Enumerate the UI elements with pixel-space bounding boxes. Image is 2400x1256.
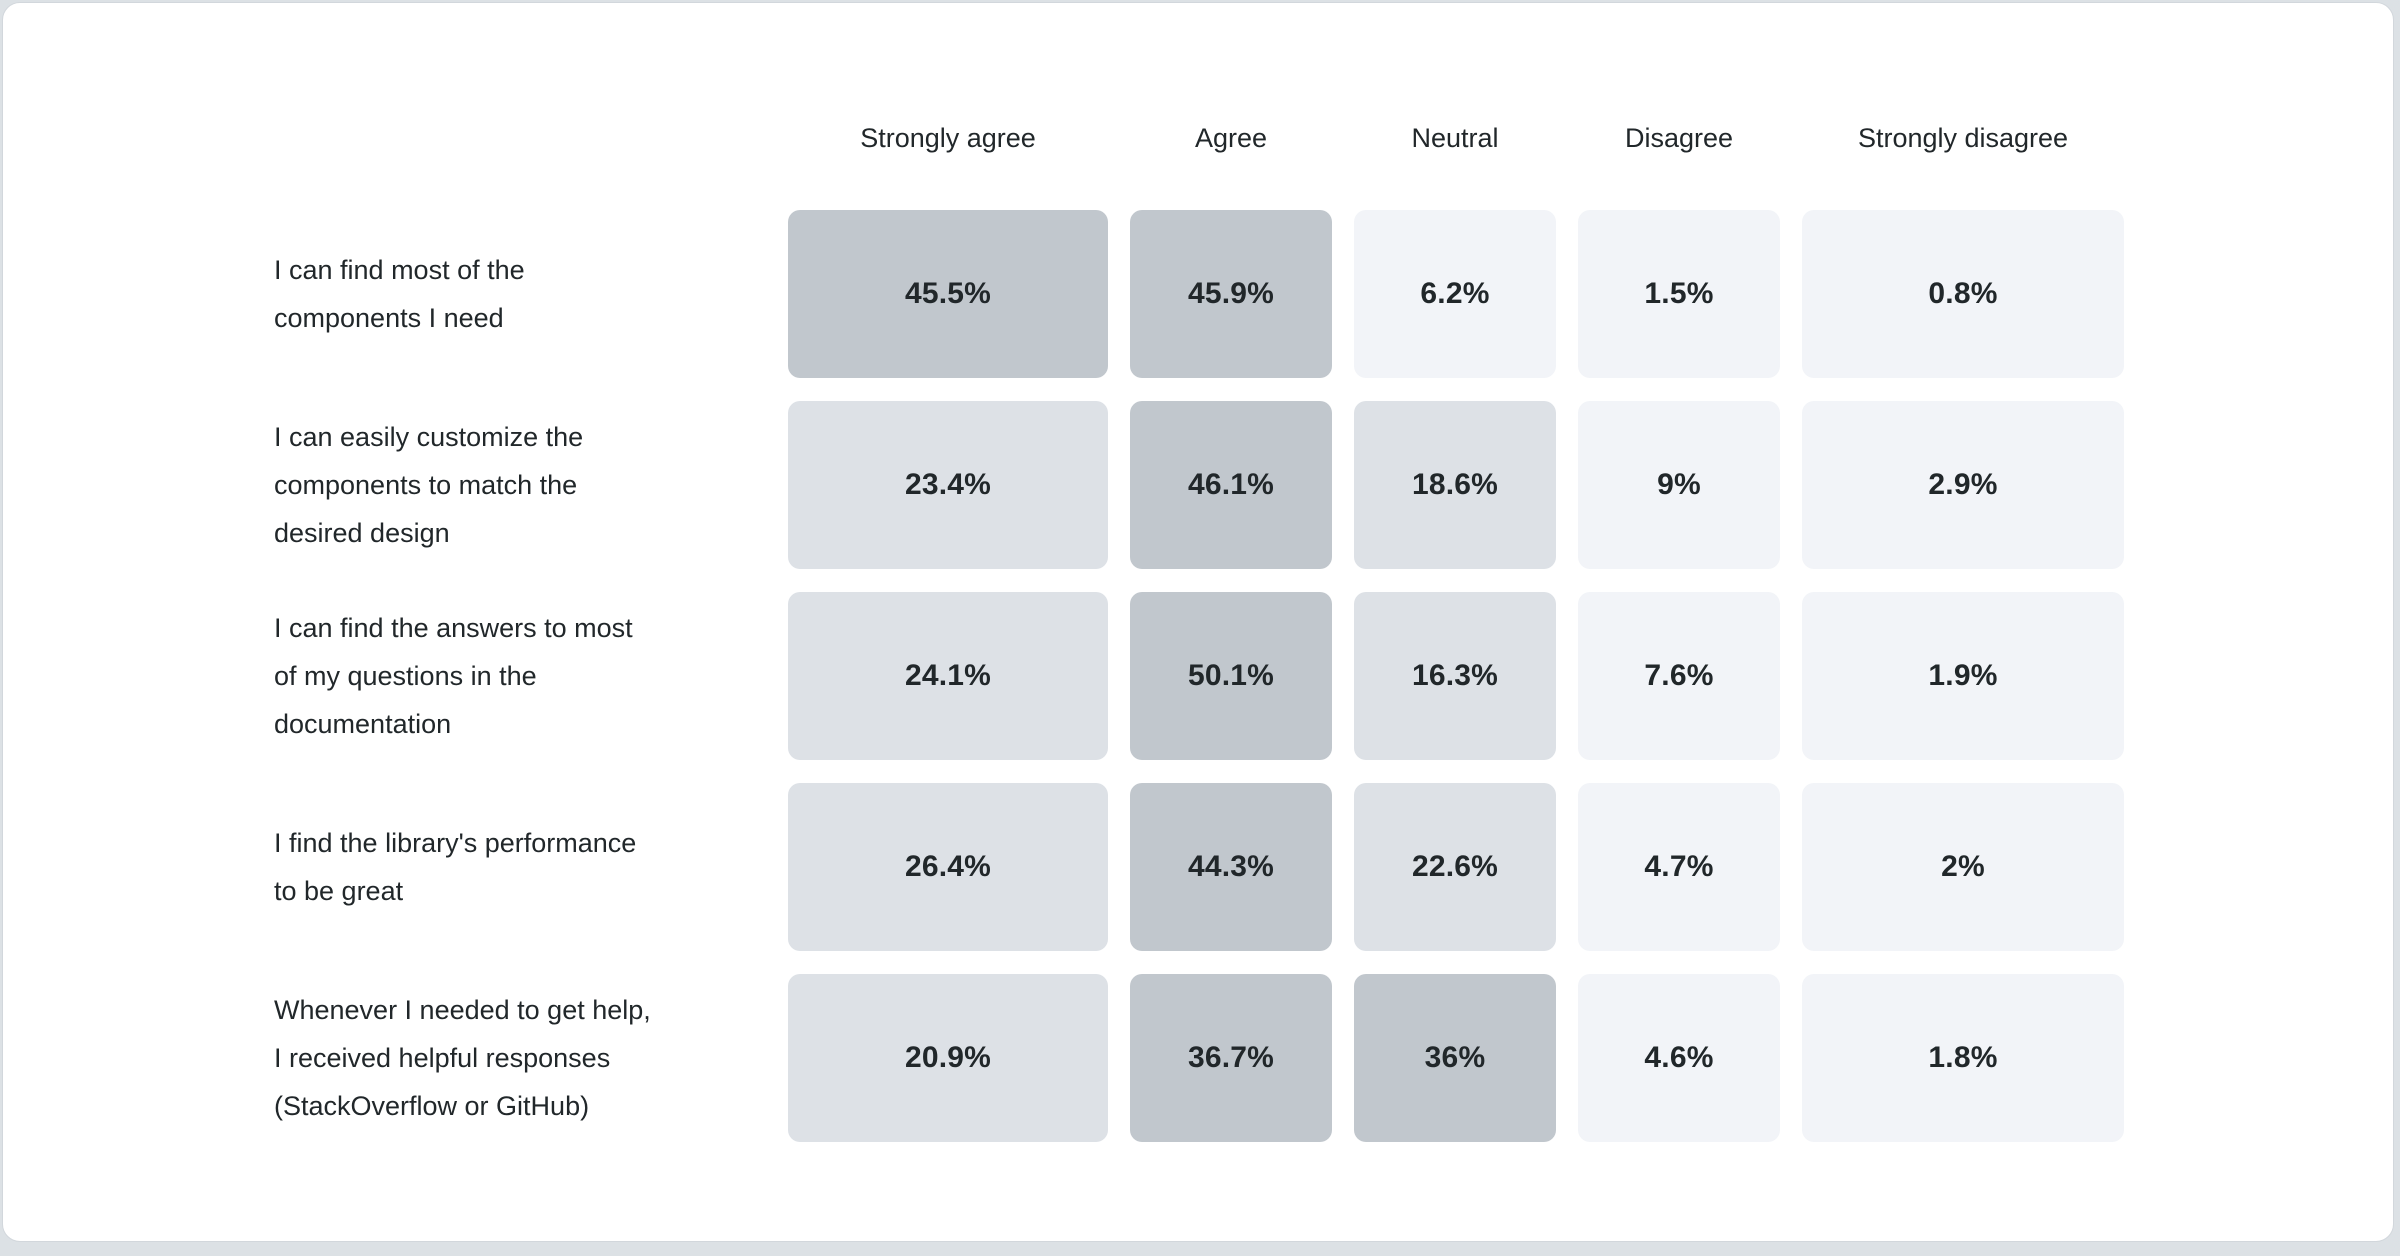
heatmap-cell: 4.7% xyxy=(1578,783,1780,951)
row-label: I can easily customize the components to … xyxy=(274,401,766,569)
row-label: Whenever I needed to get help, I received… xyxy=(274,974,766,1142)
heatmap-cell: 4.6% xyxy=(1578,974,1780,1142)
row-label-line: of my questions in the xyxy=(274,661,537,691)
corner-spacer xyxy=(274,89,766,187)
heatmap-cell: 9% xyxy=(1578,401,1780,569)
row-label-line: components I need xyxy=(274,303,504,333)
heatmap-cell: 22.6% xyxy=(1354,783,1556,951)
column-header-disagree: Disagree xyxy=(1624,122,1734,153)
heatmap-cell: 16.3% xyxy=(1354,592,1556,760)
row-label: I can find most of the components I need xyxy=(274,210,766,378)
heatmap-cell: 2% xyxy=(1802,783,2124,951)
heatmap-cell: 45.5% xyxy=(788,210,1108,378)
row-label-line: I can find most of the xyxy=(274,255,525,285)
heatmap-cell: 0.8% xyxy=(1802,210,2124,378)
heatmap-cell: 26.4% xyxy=(788,783,1108,951)
heatmap-cell: 7.6% xyxy=(1578,592,1780,760)
heatmap-cell: 45.9% xyxy=(1130,210,1332,378)
heatmap-cell: 24.1% xyxy=(788,592,1108,760)
heatmap-cell: 36% xyxy=(1354,974,1556,1142)
row-label-line: I can easily customize the xyxy=(274,422,584,452)
column-header-strongly-agree: Strongly agree xyxy=(860,122,1036,153)
row-label: I can find the answers to most of my ques… xyxy=(274,592,766,760)
heatmap-cell: 6.2% xyxy=(1354,210,1556,378)
heatmap-cell: 44.3% xyxy=(1130,783,1332,951)
row-label-line: documentation xyxy=(274,709,452,739)
row-label-line: Whenever I needed to get help, xyxy=(274,995,651,1025)
heatmap-cell: 1.9% xyxy=(1802,592,2124,760)
heatmap-cell: 50.1% xyxy=(1130,592,1332,760)
row-label-line: components to match the xyxy=(274,470,578,500)
heatmap-cell: 36.7% xyxy=(1130,974,1332,1142)
row-label-line: desired design xyxy=(274,518,450,548)
likert-heatmap: Strongly agree Agree Neutral Disagree Strong… xyxy=(274,89,2124,1142)
heatmap-cell: 2.9% xyxy=(1802,401,2124,569)
column-header-neutral: Neutral xyxy=(1411,122,1499,153)
row-label-line: I find the library's performance xyxy=(274,828,637,858)
heatmap-cell: 23.4% xyxy=(788,401,1108,569)
column-header-agree: Agree xyxy=(1194,122,1268,153)
row-label-line: to be great xyxy=(274,876,404,906)
heatmap-cell: 46.1% xyxy=(1130,401,1332,569)
heatmap-cell: 20.9% xyxy=(788,974,1108,1142)
row-label-line: I received helpful responses xyxy=(274,1043,611,1073)
heatmap-cell: 18.6% xyxy=(1354,401,1556,569)
heatmap-cell: 1.5% xyxy=(1578,210,1780,378)
row-label-line: I can find the answers to most xyxy=(274,613,633,643)
heatmap-cell: 1.8% xyxy=(1802,974,2124,1142)
row-label-line: (StackOverflow or GitHub) xyxy=(274,1091,590,1121)
column-header-strongly-disagree: Strongly disagree xyxy=(1857,122,2069,153)
row-label: I find the library's performance to be gr… xyxy=(274,783,766,951)
